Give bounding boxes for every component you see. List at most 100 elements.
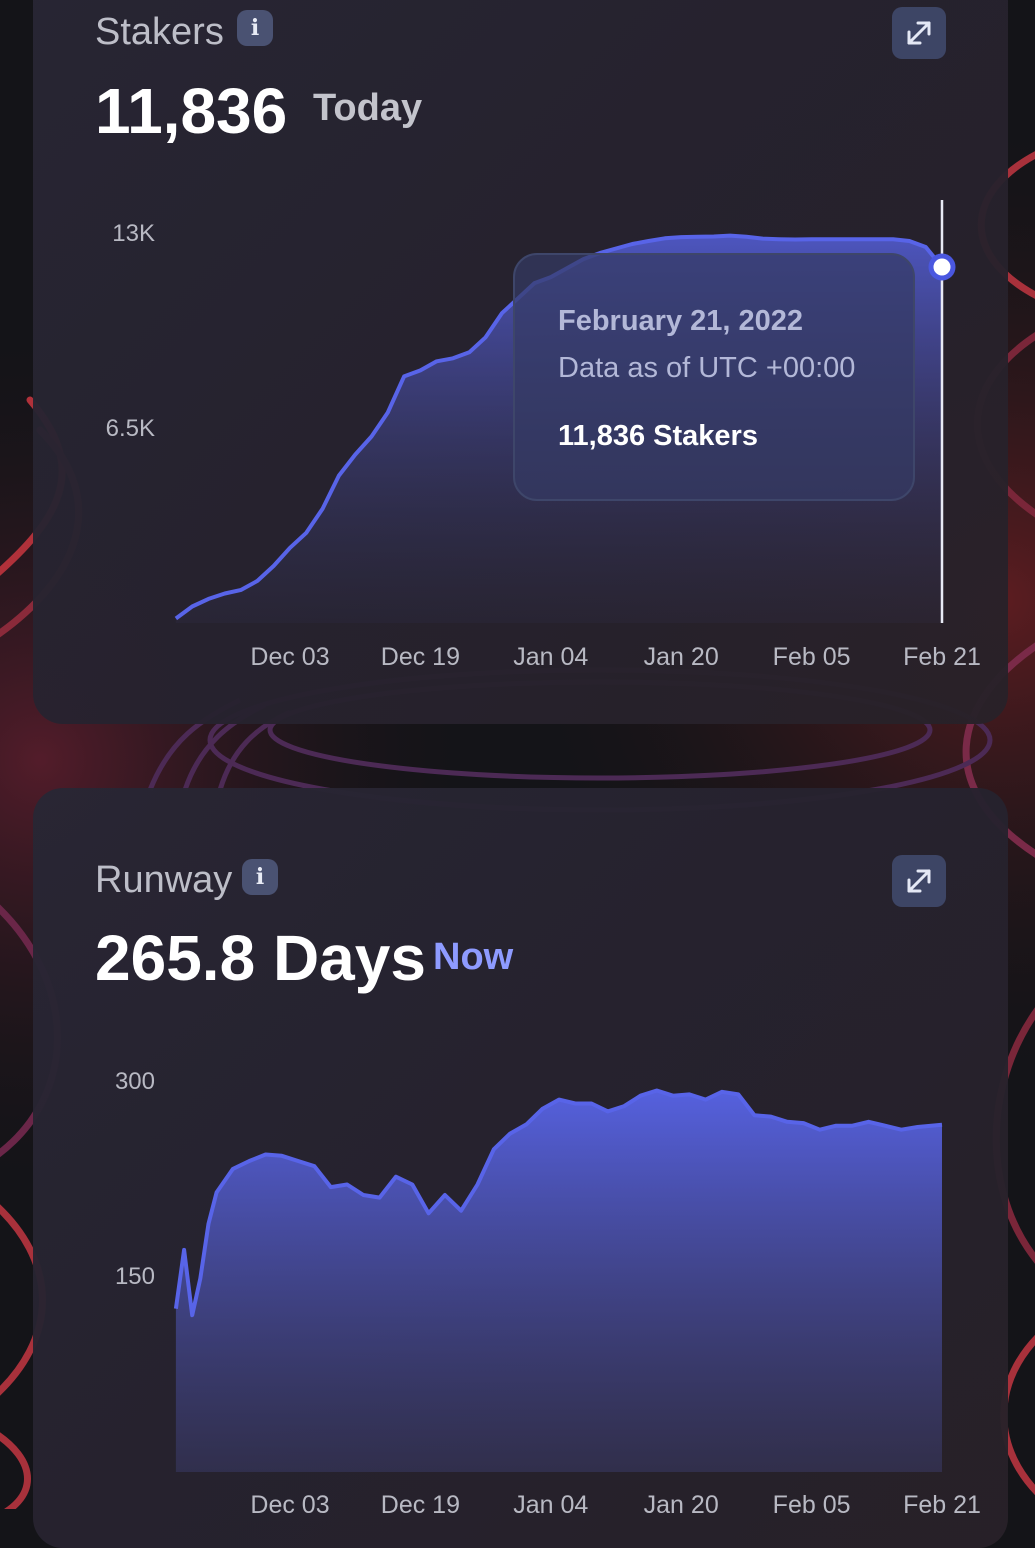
data-point — [239, 588, 243, 592]
data-point — [451, 356, 455, 360]
data-point — [492, 1147, 496, 1151]
data-point — [321, 507, 325, 511]
data-point — [476, 1183, 480, 1187]
data-point — [312, 1164, 316, 1168]
data-point — [264, 1153, 268, 1157]
series-line — [173, 1088, 943, 1318]
data-point — [850, 1124, 854, 1128]
data-point — [231, 1167, 235, 1171]
data-point — [255, 579, 259, 583]
chart-tooltip: February 21, 2022 Data as of UTC +00:00 … — [513, 253, 915, 501]
data-point — [671, 1094, 675, 1098]
data-point — [663, 236, 667, 240]
data-point — [826, 237, 830, 241]
data-point — [720, 1090, 724, 1094]
data-point — [557, 1098, 561, 1102]
data-point — [753, 1113, 757, 1117]
data-point — [345, 1183, 349, 1187]
data-point — [207, 597, 211, 601]
x-tick-label: Dec 03 — [250, 643, 329, 670]
tooltip-value: 11,836 Stakers — [558, 420, 758, 452]
x-tick-label: Dec 19 — [381, 1491, 460, 1519]
stakers-title: Stakers — [95, 11, 224, 53]
data-point — [215, 1190, 219, 1194]
x-tick-label: Feb 05 — [773, 1491, 851, 1519]
data-point — [744, 235, 748, 239]
expand-stakers-button[interactable] — [892, 7, 946, 59]
data-point — [174, 617, 178, 621]
x-tick-label: Jan 04 — [513, 1491, 588, 1519]
data-point — [361, 1193, 365, 1197]
data-point — [288, 546, 292, 550]
info-icon[interactable]: i — [242, 859, 278, 895]
data-point — [891, 237, 895, 241]
data-point — [590, 1102, 594, 1106]
data-point — [402, 374, 406, 378]
x-tick-label: Feb 05 — [773, 643, 851, 670]
data-point — [687, 1092, 691, 1096]
data-point — [606, 1109, 610, 1113]
stakers-today-label: Today — [313, 87, 423, 129]
data-point — [207, 1222, 211, 1226]
data-point — [198, 1277, 202, 1281]
y-tick-label: 300 — [115, 1068, 155, 1095]
cursor-point[interactable] — [928, 253, 956, 281]
runway-value: 265.8 Days — [95, 922, 426, 994]
y-tick-label: 13K — [112, 220, 155, 247]
data-point — [793, 238, 797, 242]
data-point — [304, 531, 308, 535]
data-point — [785, 1120, 789, 1124]
data-point — [410, 1183, 414, 1187]
x-tick-label: Feb 21 — [903, 1491, 981, 1519]
data-point — [484, 335, 488, 339]
data-point — [883, 1124, 887, 1128]
data-point — [247, 1159, 251, 1163]
runway-now-label: Now — [433, 936, 514, 978]
x-tick-label: Feb 21 — [903, 643, 981, 670]
tooltip-date: February 21, 2022 — [558, 305, 804, 337]
data-point — [174, 1307, 178, 1311]
data-point — [370, 435, 374, 439]
x-tick-label: Jan 20 — [644, 643, 719, 670]
data-point — [418, 368, 422, 372]
x-tick-label: Jan 04 — [513, 643, 588, 670]
data-point — [467, 350, 471, 354]
data-point — [272, 564, 276, 568]
x-tick-label: Dec 19 — [381, 643, 460, 670]
data-point — [614, 247, 618, 251]
data-point — [223, 592, 227, 596]
x-tick-label: Jan 20 — [644, 1491, 719, 1519]
info-icon[interactable]: i — [237, 10, 273, 46]
data-point — [704, 1098, 708, 1102]
data-point — [394, 1175, 398, 1179]
expand-runway-button[interactable] — [892, 855, 946, 907]
data-point — [761, 237, 765, 241]
runway-chart[interactable]: 300 150 Dec 03 Dec 19 Jan 04 Jan 20 Feb 05 Feb … — [33, 788, 1008, 1548]
data-point — [940, 1123, 944, 1127]
data-point — [337, 474, 341, 478]
data-point — [647, 239, 651, 243]
data-point — [867, 1120, 871, 1124]
data-point — [769, 1115, 773, 1119]
data-point — [916, 1125, 920, 1129]
data-point — [280, 1154, 284, 1158]
data-point — [329, 1185, 333, 1189]
data-point — [182, 1248, 186, 1252]
stakers-card: Stakers i 11,836 Today 13K 6.5K Dec 03 Dec … — [33, 0, 1008, 724]
runway-title: Runway — [95, 859, 233, 901]
y-tick-label: 6.5K — [106, 415, 155, 442]
data-point — [353, 453, 357, 457]
y-tick-label: 150 — [115, 1263, 155, 1290]
expand-arrows-icon — [907, 21, 931, 45]
data-point — [622, 1104, 626, 1108]
data-point — [810, 237, 814, 241]
data-point — [802, 1121, 806, 1125]
data-point — [524, 1122, 528, 1126]
data-point — [859, 237, 863, 241]
data-point — [573, 1102, 577, 1106]
data-point — [818, 1128, 822, 1132]
data-point — [378, 1196, 382, 1200]
data-point — [907, 239, 911, 243]
data-point — [541, 1107, 545, 1111]
data-point — [875, 237, 879, 241]
